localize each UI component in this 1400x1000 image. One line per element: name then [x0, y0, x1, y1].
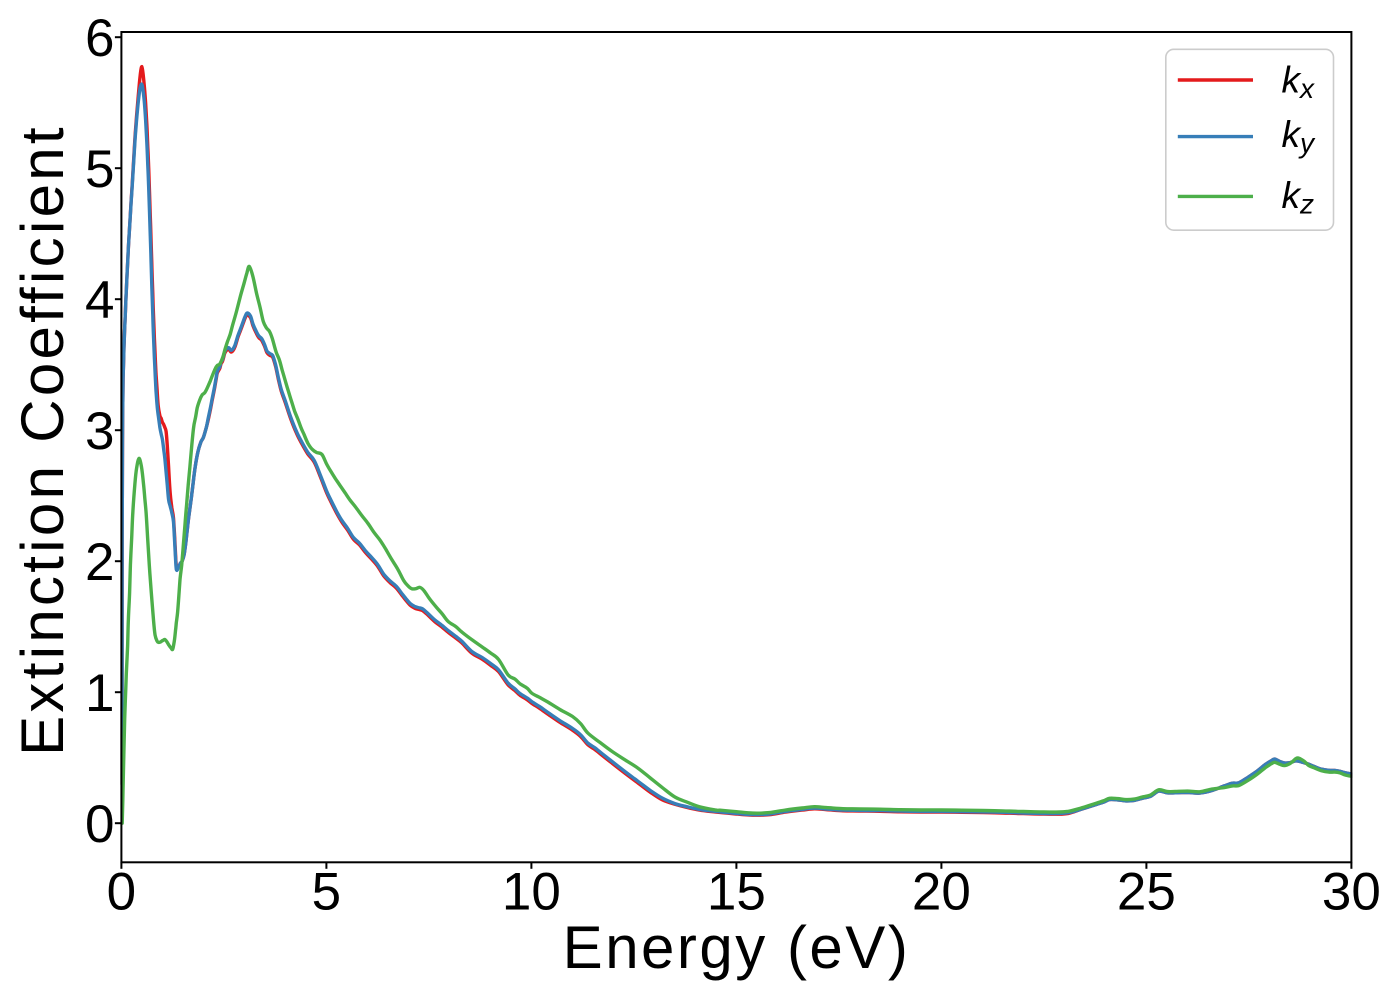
svg-text:y: y — [1298, 127, 1316, 158]
svg-text:15: 15 — [707, 863, 766, 922]
svg-text:4: 4 — [85, 271, 114, 330]
svg-text:k: k — [1282, 114, 1303, 155]
svg-text:0: 0 — [85, 795, 114, 854]
svg-text:20: 20 — [912, 863, 971, 922]
svg-text:10: 10 — [502, 863, 561, 922]
svg-text:2: 2 — [85, 533, 114, 592]
svg-text:k: k — [1282, 60, 1303, 101]
svg-text:x: x — [1298, 73, 1315, 104]
svg-text:1: 1 — [85, 664, 114, 723]
svg-text:5: 5 — [312, 863, 341, 922]
svg-text:Extinction Coefficient: Extinction Coefficient — [9, 124, 76, 756]
svg-text:3: 3 — [85, 402, 114, 461]
svg-text:Energy (eV): Energy (eV) — [563, 914, 911, 981]
svg-text:0: 0 — [107, 863, 136, 922]
svg-text:z: z — [1299, 189, 1314, 220]
svg-text:25: 25 — [1117, 863, 1176, 922]
svg-text:6: 6 — [85, 9, 114, 68]
svg-text:k: k — [1282, 175, 1303, 216]
svg-text:30: 30 — [1322, 863, 1381, 922]
svg-text:5: 5 — [85, 140, 114, 199]
